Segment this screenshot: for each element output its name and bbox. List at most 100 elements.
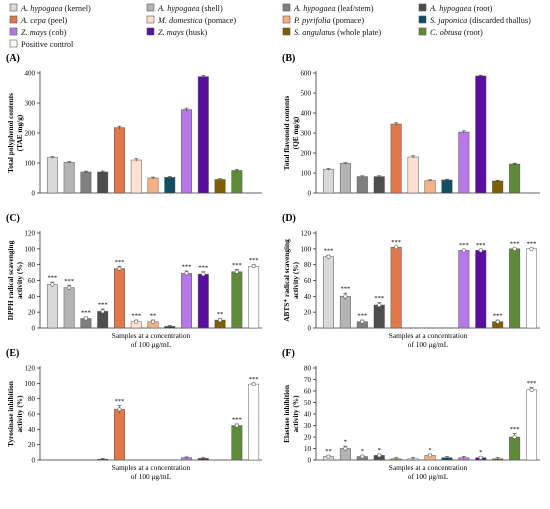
legend-swatch [418, 3, 427, 12]
legend-entry: A. hypogaea (shell) [157, 4, 223, 13]
legend-species: C. obtusa [430, 28, 462, 37]
legend-swatch [9, 3, 18, 12]
y-tick-label: 100 [25, 380, 36, 388]
legend-entry: A. hypogaea (root) [429, 4, 493, 13]
legend-part: Positive control [21, 40, 74, 49]
y-tick-label: 100 [25, 160, 36, 168]
data-point [151, 319, 156, 324]
significance-label: *** [249, 376, 259, 383]
significance-label: *** [510, 426, 520, 433]
y-tick-label: 20 [28, 441, 36, 449]
bar [424, 180, 436, 194]
y-axis-label: (TAE mg/g) [15, 114, 24, 151]
bar [46, 157, 58, 194]
data-point [512, 434, 517, 439]
y-tick-label: 300 [301, 130, 312, 138]
legend-part: (pomace) [203, 16, 237, 25]
bar [181, 273, 192, 329]
data-point [201, 272, 206, 277]
data-point [134, 319, 139, 324]
y-tick-label: 200 [301, 150, 312, 158]
y-tick-label: 0 [32, 325, 36, 333]
legend-species: M. domestica [157, 16, 203, 25]
bar [373, 304, 385, 329]
data-point [234, 269, 239, 274]
legend-part: (shell) [199, 4, 223, 13]
y-tick-label: 80 [304, 365, 312, 373]
y-axis-label: DPPH radical scavenging [6, 240, 15, 320]
significance-label: * [378, 447, 381, 454]
data-point [184, 271, 189, 276]
legend-part: (whole plate) [335, 28, 381, 37]
bar [114, 268, 125, 329]
legend: A. hypogaea (kernel) A. hypogaea (shell) A… [9, 3, 531, 49]
y-tick-label: 70 [304, 376, 312, 384]
bar [475, 250, 487, 329]
x-axis-label: Samples at a concentration [389, 331, 468, 340]
y-tick-label: 0 [308, 325, 312, 333]
significance-label: *** [249, 257, 259, 264]
bar [407, 156, 419, 194]
bar [339, 296, 351, 329]
chart-panel: (C) 0 20 40 60 80 100 120 DPPH radical scavengin… [6, 213, 262, 349]
significance-label: *** [64, 278, 74, 285]
legend-swatch [418, 15, 427, 24]
y-tick-label: 50 [304, 399, 312, 407]
legend-swatch [9, 27, 18, 36]
bar [509, 248, 521, 329]
panel-label: (C) [6, 213, 20, 224]
y-axis-label: ABTS⁺ radical scavenging [282, 239, 291, 322]
y-tick-label: 0 [32, 190, 36, 198]
data-point [512, 246, 517, 251]
bar [339, 163, 351, 194]
chart-panel: (E) 0 20 40 60 80 100 120 Tyrosinase inhibition a… [6, 348, 262, 481]
bar [97, 311, 109, 329]
significance-label: *** [98, 302, 108, 309]
bar [248, 266, 260, 329]
y-axis-label: (QE mg/g) [291, 116, 300, 149]
legend-entry: C. obtusa (root) [430, 28, 483, 37]
legend-species: Z. mays [158, 28, 184, 37]
y-tick-label: 80 [28, 395, 36, 403]
legend-swatch [282, 27, 291, 36]
significance-label: *** [182, 264, 192, 271]
bar [46, 284, 58, 329]
y-tick-label: 120 [25, 230, 36, 238]
y-tick-label: 120 [25, 365, 36, 373]
data-point [478, 455, 483, 460]
legend-swatch [146, 3, 155, 12]
y-tick-label: 10 [304, 445, 312, 453]
significance-label: ** [325, 448, 332, 455]
y-axis-label: activity (%) [15, 395, 24, 433]
bar [197, 273, 209, 329]
legend-species: A. hypogaea [429, 4, 471, 13]
bar [164, 177, 176, 194]
data-point [50, 282, 55, 287]
y-tick-label: 40 [28, 293, 36, 301]
legend-entry: Z. mays (husk) [158, 28, 207, 37]
y-tick-label: 100 [25, 245, 36, 253]
data-point [117, 266, 122, 271]
data-point [343, 446, 348, 451]
y-tick-label: 500 [301, 90, 312, 98]
significance-label: *** [324, 248, 334, 255]
legend-entry: P. pyrifolia (pomace) [293, 16, 364, 25]
y-axis-label: Tyrosinase inhibition [6, 381, 15, 447]
legend-swatch [146, 15, 155, 24]
bar [214, 179, 226, 194]
y-tick-label: 200 [25, 130, 36, 138]
bar [390, 247, 402, 329]
significance-label: *** [476, 242, 486, 249]
data-point [529, 387, 534, 392]
data-point [234, 423, 239, 428]
significance-label: * [479, 449, 482, 456]
data-point [360, 454, 365, 459]
bar [231, 271, 243, 329]
bar [181, 109, 192, 194]
legend-part: (kernel) [62, 4, 91, 13]
data-point [529, 246, 534, 251]
chart-panel: (B) 0 100 200 300 400 500 600 Total flavonoid co… [282, 53, 540, 198]
legend-entry: A. cepa (peel) [20, 16, 68, 25]
y-tick-label: 600 [301, 70, 312, 78]
y-tick-label: 40 [304, 293, 312, 301]
